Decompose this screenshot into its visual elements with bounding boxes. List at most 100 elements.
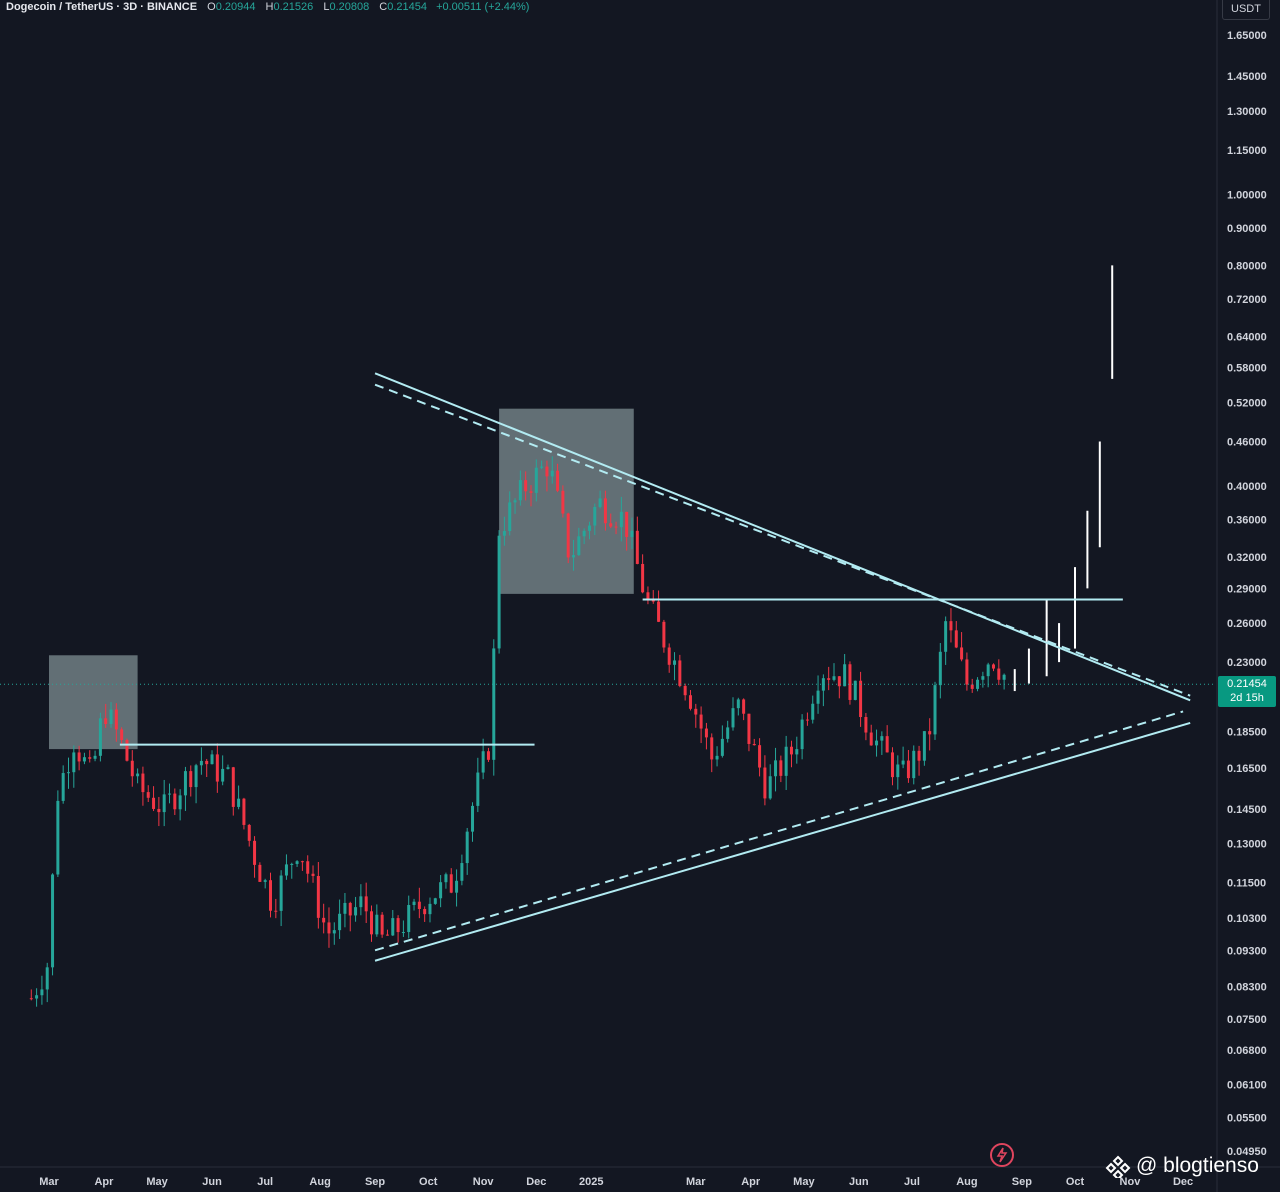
consolidation-zone	[49, 655, 138, 750]
candle-body	[954, 630, 958, 648]
candle-body	[77, 752, 81, 762]
candle-body	[683, 685, 687, 696]
candle-body	[332, 930, 336, 934]
candle-body	[710, 737, 714, 760]
candle-body	[136, 773, 140, 777]
candle-body	[460, 863, 464, 881]
candle-body	[720, 738, 724, 756]
candle-body	[338, 913, 342, 931]
candle-body	[141, 773, 145, 793]
candle-body	[641, 563, 645, 593]
candle-body	[375, 914, 379, 935]
open-label: O	[207, 1, 216, 13]
candle-body	[269, 880, 273, 911]
candle-body	[316, 875, 320, 918]
candle-body	[800, 719, 804, 750]
flash-icon[interactable]	[990, 1143, 1014, 1167]
candle-body	[885, 736, 889, 753]
candle-body	[476, 772, 480, 806]
candle-body	[247, 824, 251, 841]
candle-body	[29, 998, 33, 1000]
candle-body	[837, 676, 841, 687]
candle-body	[481, 751, 485, 773]
high-value: 0.21526	[273, 1, 314, 13]
candle-body	[587, 525, 591, 531]
candle-body	[694, 708, 698, 715]
candle-body	[752, 743, 756, 746]
close-label: C	[379, 1, 388, 13]
candle-body	[258, 864, 262, 882]
candle-body	[114, 709, 118, 730]
change-value: +0.00511 (+2.44%)	[436, 1, 530, 13]
candle-body	[673, 660, 677, 665]
symbol-title[interactable]: Dogecoin / TetherUS · 3D · BINANCE	[6, 1, 198, 13]
candle-body	[556, 470, 560, 491]
candle-body	[938, 651, 942, 686]
bar-countdown: 2d 15h	[1230, 692, 1264, 704]
y-tick-label: 0.11500	[1227, 878, 1266, 890]
candle-body	[678, 660, 682, 686]
candle-body	[635, 530, 639, 564]
y-tick-label: 0.46000	[1227, 437, 1267, 449]
candle-body	[821, 678, 825, 691]
candle-body	[789, 746, 793, 755]
candle-body	[593, 506, 597, 526]
candle-body	[949, 621, 953, 631]
candle-body	[189, 771, 193, 788]
candle-body	[359, 896, 363, 908]
candle-body	[561, 490, 565, 514]
candle-body	[747, 713, 751, 744]
y-tick-label: 1.45000	[1227, 71, 1267, 83]
y-tick-label: 0.16500	[1227, 763, 1267, 775]
candle-body	[827, 678, 831, 680]
x-tick-label: 2025	[579, 1176, 603, 1188]
x-tick-label: Dec	[1173, 1176, 1193, 1188]
candle-body	[492, 648, 496, 760]
candle-body	[72, 752, 76, 773]
candle-body	[566, 513, 570, 558]
y-tick-label: 0.29000	[1227, 583, 1267, 595]
candle-body	[109, 709, 113, 724]
y-tick-label: 0.52000	[1227, 397, 1267, 409]
candle-body	[221, 768, 225, 782]
candle-body	[82, 757, 86, 762]
x-tick-label: Nov	[473, 1176, 495, 1188]
candle-body	[380, 914, 384, 935]
candle-body	[843, 664, 847, 687]
y-tick-label: 0.64000	[1227, 331, 1267, 343]
candle-body	[354, 907, 358, 916]
candle-body	[51, 874, 55, 968]
candle-body	[40, 989, 44, 996]
x-tick-label: Jun	[849, 1176, 869, 1188]
x-tick-label: May	[793, 1176, 815, 1188]
candle-body	[194, 765, 198, 788]
candle-body	[311, 873, 315, 876]
candle-body	[274, 910, 278, 912]
candle-body	[540, 466, 544, 468]
x-tick-label: Aug	[956, 1176, 977, 1188]
y-tick-label: 0.80000	[1227, 260, 1267, 272]
candle-body	[263, 880, 267, 882]
y-tick-label: 0.72000	[1227, 294, 1267, 306]
candle-body	[662, 621, 666, 648]
candle-body	[152, 797, 156, 809]
candle-body	[396, 918, 400, 933]
candle-body	[774, 760, 778, 777]
candle-body	[981, 676, 985, 680]
x-tick-label: Aug	[309, 1176, 330, 1188]
candle-body	[61, 773, 65, 801]
candle-body	[471, 805, 475, 832]
candle-body	[226, 767, 230, 769]
candle-body	[66, 772, 70, 774]
x-tick-label: Jul	[904, 1176, 920, 1188]
x-tick-label: Sep	[1012, 1176, 1032, 1188]
candle-body	[444, 874, 448, 883]
candle-body	[173, 793, 177, 810]
candle-body	[199, 760, 203, 766]
y-tick-label: 0.06100	[1227, 1080, 1267, 1092]
candle-body	[364, 896, 368, 912]
candle-body	[901, 760, 905, 765]
currency-unit-badge[interactable]: USDT	[1222, 0, 1270, 20]
candle-body	[242, 798, 246, 825]
